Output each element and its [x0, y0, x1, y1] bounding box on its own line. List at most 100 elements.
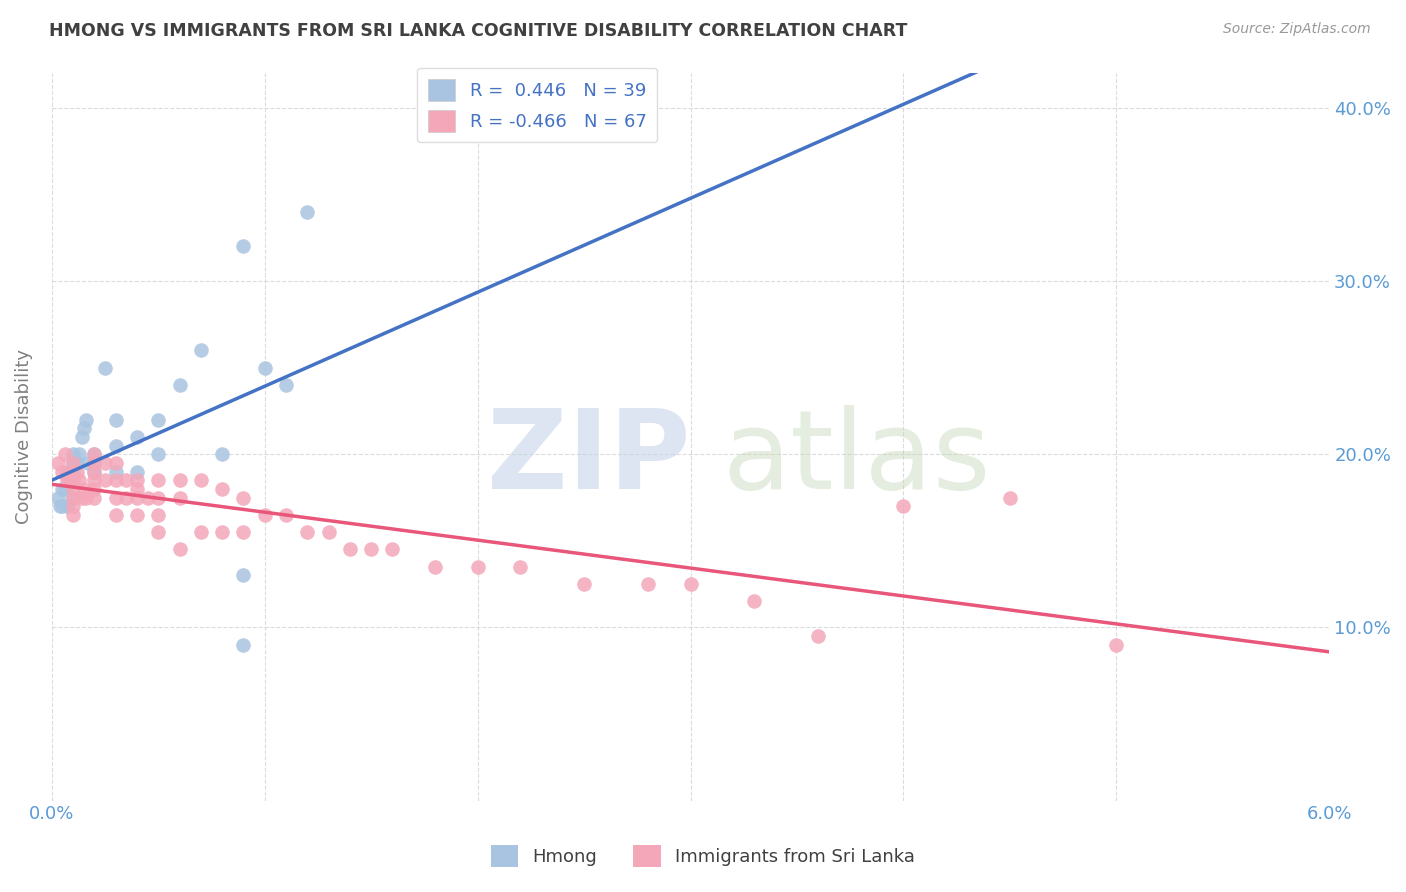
Point [807, 629, 830, 643]
Point [211, 447, 233, 461]
Point [94, 473, 117, 487]
Point [148, 491, 170, 505]
Point [46, 491, 69, 505]
Point [83, 456, 105, 470]
Point [67, 447, 90, 461]
Point [148, 412, 170, 426]
Point [58, 465, 80, 479]
Point [125, 430, 148, 444]
Point [169, 378, 191, 392]
Point [148, 447, 170, 461]
Point [1105, 638, 1128, 652]
Point [998, 491, 1021, 505]
Point [77, 456, 100, 470]
Point [115, 473, 138, 487]
Point [59, 473, 82, 487]
Point [136, 491, 159, 505]
Point [893, 499, 915, 513]
Point [360, 542, 382, 557]
Point [104, 491, 127, 505]
Point [55, 473, 77, 487]
Point [62, 482, 84, 496]
Point [62, 491, 84, 505]
Point [318, 525, 340, 540]
Point [232, 525, 254, 540]
Legend: R =  0.446   N = 39, R = -0.466   N = 67: R = 0.446 N = 39, R = -0.466 N = 67 [418, 68, 657, 143]
Point [83, 447, 105, 461]
Point [51, 465, 73, 479]
Point [679, 577, 702, 591]
Point [51, 499, 73, 513]
Text: HMONG VS IMMIGRANTS FROM SRI LANKA COGNITIVE DISABILITY CORRELATION CHART: HMONG VS IMMIGRANTS FROM SRI LANKA COGNI… [49, 22, 908, 40]
Point [190, 343, 212, 358]
Point [49, 499, 72, 513]
Point [94, 456, 117, 470]
Point [104, 439, 127, 453]
Point [104, 465, 127, 479]
Point [62, 508, 84, 522]
Point [232, 239, 254, 253]
Point [253, 360, 276, 375]
Point [637, 577, 659, 591]
Point [423, 559, 446, 574]
Point [83, 465, 105, 479]
Point [73, 421, 96, 435]
Point [67, 473, 90, 487]
Point [339, 542, 361, 557]
Point [104, 473, 127, 487]
Point [148, 508, 170, 522]
Point [232, 568, 254, 582]
Point [148, 525, 170, 540]
Point [104, 412, 127, 426]
Point [55, 465, 77, 479]
Point [62, 456, 84, 470]
Point [104, 456, 127, 470]
Point [253, 508, 276, 522]
Point [190, 525, 212, 540]
Point [70, 430, 93, 444]
Point [53, 447, 76, 461]
Text: Source: ZipAtlas.com: Source: ZipAtlas.com [1223, 22, 1371, 37]
Point [467, 559, 489, 574]
Point [104, 508, 127, 522]
Point [83, 473, 105, 487]
Point [125, 473, 148, 487]
Point [125, 465, 148, 479]
Point [148, 473, 170, 487]
Point [125, 482, 148, 496]
Point [381, 542, 404, 557]
Point [83, 456, 105, 470]
Point [46, 456, 69, 470]
Point [73, 482, 96, 496]
Point [58, 473, 80, 487]
Point [169, 542, 191, 557]
Point [51, 482, 73, 496]
Point [83, 465, 105, 479]
Legend: Hmong, Immigrants from Sri Lanka: Hmong, Immigrants from Sri Lanka [484, 838, 922, 874]
Point [125, 491, 148, 505]
Point [62, 499, 84, 513]
Point [62, 456, 84, 470]
Point [62, 491, 84, 505]
Y-axis label: Cognitive Disability: Cognitive Disability [15, 350, 32, 524]
Point [55, 499, 77, 513]
Point [169, 491, 191, 505]
Text: ZIP: ZIP [486, 405, 690, 512]
Point [190, 473, 212, 487]
Point [83, 491, 105, 505]
Point [53, 482, 76, 496]
Point [211, 482, 233, 496]
Point [169, 473, 191, 487]
Point [211, 525, 233, 540]
Point [70, 491, 93, 505]
Point [62, 473, 84, 487]
Point [83, 482, 105, 496]
Point [274, 508, 297, 522]
Point [297, 525, 319, 540]
Point [274, 378, 297, 392]
Point [572, 577, 595, 591]
Point [94, 360, 117, 375]
Point [62, 465, 84, 479]
Point [75, 412, 97, 426]
Point [744, 594, 766, 608]
